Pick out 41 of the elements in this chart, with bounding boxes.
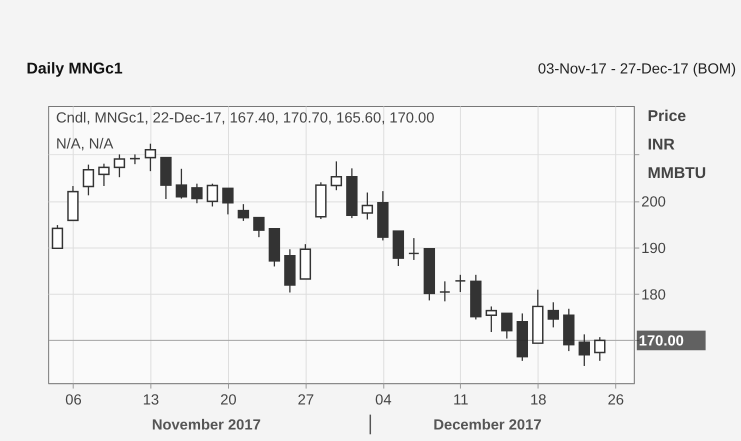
candlestick (52, 224, 64, 250)
x-tick-label: 11 (453, 392, 468, 408)
candlestick (578, 334, 590, 367)
candlestick (114, 154, 126, 178)
text: December 2017 (433, 417, 542, 434)
candlestick (253, 216, 265, 238)
candlestick (362, 192, 374, 220)
y-tick-label: 180 (641, 287, 666, 304)
candlestick (594, 336, 606, 362)
annotation: Cndl, MNGc1, 22-Dec-17, 167.40, 170.70, 165.60, 170.00 (56, 110, 434, 127)
annotation: N/A, N/A (56, 136, 114, 152)
candlestick (454, 274, 466, 293)
candlestick (222, 188, 234, 216)
candlestick (129, 154, 141, 165)
candlestick (501, 312, 513, 340)
chart-subtitle: 03-Nov-17 - 27-Dec-17 (BOM) (538, 62, 736, 78)
candlestick (82, 164, 94, 196)
candlestick (98, 163, 110, 187)
x-tick-label: 27 (298, 392, 314, 408)
candlestick (176, 168, 188, 200)
chart-title: Daily MNGc1 (26, 60, 123, 78)
y-axis-title: Price INR MMBTU (648, 108, 706, 182)
candlestick (206, 183, 218, 208)
candlestick (191, 183, 203, 204)
x-tick-label: 26 (608, 392, 624, 408)
candlestick (144, 143, 156, 172)
candlestick (439, 280, 451, 302)
x-tick-label: 04 (375, 392, 392, 408)
candlestick (408, 237, 420, 261)
candlestick (486, 306, 498, 333)
x-tick-label: 18 (530, 392, 546, 408)
ref-line-label: 170.00 (638, 333, 684, 350)
y-tick-label: 190 (641, 240, 666, 257)
candlestick (330, 160, 342, 191)
x-tick-label: 20 (220, 392, 237, 408)
text: November 2017 (152, 417, 261, 434)
candlestick (548, 302, 559, 328)
candlestick (238, 204, 250, 222)
y-tick-label: 200 (641, 194, 666, 210)
x-tick-label: 06 (65, 392, 82, 408)
x-tick-label: 13 (142, 392, 160, 408)
